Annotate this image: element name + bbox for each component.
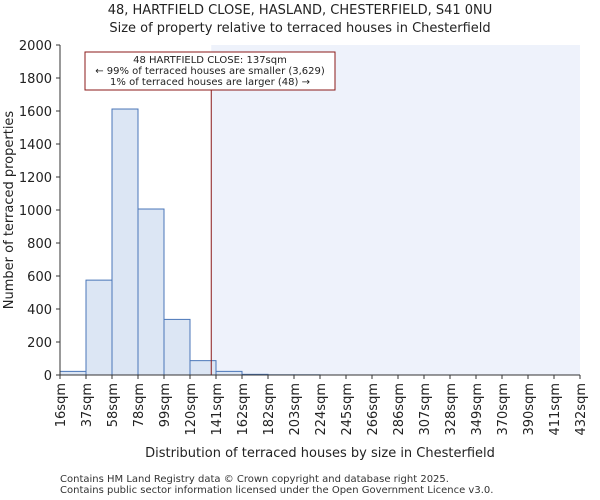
x-tick-label: 349sqm <box>470 383 485 436</box>
chart-title-line-2: Size of property relative to terraced ho… <box>109 21 490 36</box>
y-tick-label: 400 <box>27 303 52 318</box>
x-tick-label: 78sqm <box>132 383 147 427</box>
bar-16sqm <box>59 370 87 376</box>
y-tick-label: 600 <box>27 270 52 285</box>
x-tick-label: 182sqm <box>262 383 277 436</box>
x-tick-label: 266sqm <box>366 383 381 436</box>
x-tick-label: 16sqm <box>54 383 69 427</box>
annotation-border <box>84 51 336 91</box>
bar-120sqm <box>189 360 217 376</box>
y-tick-label: 1800 <box>19 72 52 87</box>
y-tick-label: 1600 <box>19 105 52 120</box>
x-tick-label: 286sqm <box>392 383 407 436</box>
x-tick-label: 99sqm <box>158 383 173 427</box>
x-tick-label: 432sqm <box>574 383 589 436</box>
y-tick-label: 1200 <box>19 171 52 186</box>
y-axis-label: Number of terraced properties <box>2 111 17 310</box>
y-tick-label: 2000 <box>19 39 52 54</box>
x-tick-label: 307sqm <box>418 383 433 436</box>
x-axis-label: Distribution of terraced houses by size … <box>145 446 495 461</box>
bars <box>59 108 321 376</box>
x-tick-label: 58sqm <box>106 383 121 427</box>
bar-141sqm <box>215 370 243 376</box>
y-ticks: 0 200 400 600 800 1000 1200 1400 1600 1800 2000 <box>19 39 60 384</box>
x-tick-label: 411sqm <box>548 383 563 436</box>
annotation-line-2: ← 99% of terraced houses are smaller (3,… <box>95 66 325 77</box>
x-tick-label: 328sqm <box>444 383 459 436</box>
highlight-region <box>211 45 580 375</box>
y-tick-label: 0 <box>44 369 52 384</box>
x-tick-label: 390sqm <box>522 383 537 436</box>
footer-line-2: Contains public sector information licen… <box>60 485 494 496</box>
y-tick-label: 800 <box>27 237 52 252</box>
x-tick-label: 370sqm <box>496 383 511 436</box>
x-tick-label: 245sqm <box>340 383 355 436</box>
y-tick-label: 200 <box>27 336 52 351</box>
annotation-box: 48 HARTFIELD CLOSE: 137sqm ← 99% of terr… <box>84 51 336 91</box>
bar-78sqm <box>137 208 165 376</box>
x-tick-label: 224sqm <box>314 383 329 436</box>
annotation-line-1: 48 HARTFIELD CLOSE: 137sqm <box>133 55 287 66</box>
x-tick-label: 120sqm <box>184 383 199 436</box>
footer-line-1: Contains HM Land Registry data © Crown c… <box>60 474 449 485</box>
x-tick-label: 162sqm <box>236 383 251 436</box>
x-tick-label: 141sqm <box>210 383 225 436</box>
y-tick-label: 1400 <box>19 138 52 153</box>
bar-99sqm <box>163 318 191 376</box>
x-tick-label: 37sqm <box>80 383 95 427</box>
x-ticks: 16sqm 37sqm 58sqm 78sqm 99sqm 120sqm 141sqm 162… <box>54 375 589 436</box>
bar-58sqm <box>111 108 139 376</box>
annotation-line-3: 1% of terraced houses are larger (48) → <box>110 77 310 88</box>
y-tick-label: 1000 <box>19 204 52 219</box>
x-tick-label: 203sqm <box>288 383 303 436</box>
chart-title-line-1: 48, HARTFIELD CLOSE, HASLAND, CHESTERFIE… <box>108 3 493 18</box>
bar-37sqm <box>85 279 113 376</box>
